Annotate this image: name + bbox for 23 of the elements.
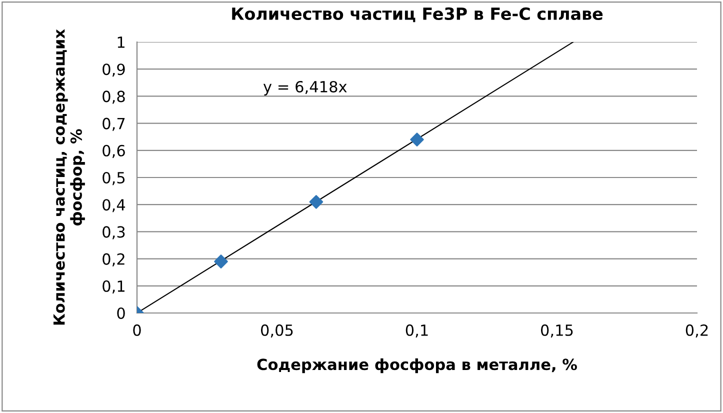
y-tick-label: 0 <box>117 307 125 320</box>
x-tick-label: 0 <box>133 324 141 336</box>
annotation: y = 6,418x <box>263 80 347 96</box>
y-tick-label: 0,8 <box>102 90 125 104</box>
y-tick-label: 0,7 <box>102 118 125 131</box>
y-tick-label: 1 <box>118 36 124 48</box>
y-tick-label: 0,1 <box>102 280 124 294</box>
x-tick-label: 0,2 <box>686 324 708 338</box>
y-tick-label: 0,6 <box>102 144 125 158</box>
chart-title: Количество частиц Fe3P в Fe-C сплаве <box>232 7 603 22</box>
x-tick-label: 0,05 <box>261 324 293 338</box>
y-tick-label: 0,4 <box>102 199 126 212</box>
x-tick-label: 0,1 <box>406 324 428 338</box>
x-axis-title: Содержание фосфора в металле, % <box>257 358 577 374</box>
y-tick-label: 0,2 <box>102 253 124 266</box>
y-tick-label: 0,3 <box>102 226 125 240</box>
y-tick-label: 0,9 <box>102 64 125 77</box>
y-tick-label: 0,5 <box>102 172 125 186</box>
x-tick-label: 0,15 <box>541 324 573 338</box>
y-axis-title: Количество частиц, содержащих фосфор, % <box>54 29 85 325</box>
point <box>410 132 424 146</box>
point <box>309 194 324 209</box>
point <box>214 254 228 268</box>
